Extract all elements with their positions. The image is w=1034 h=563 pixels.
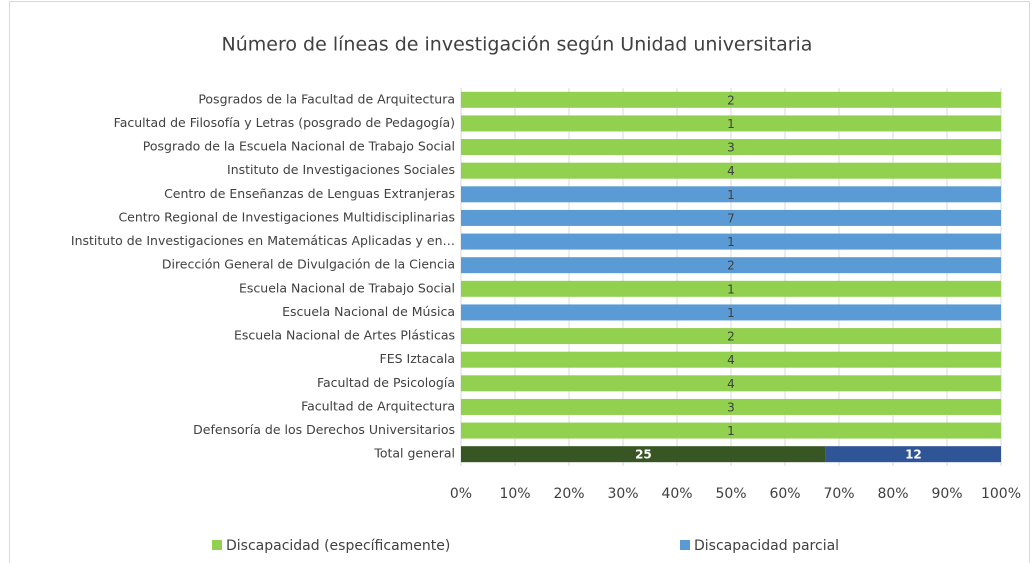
y-tick-label: Centro de Enseñanzas de Lenguas Extranje…	[164, 186, 455, 201]
x-tick-label: 70%	[823, 486, 854, 502]
data-label: 3	[727, 141, 735, 155]
data-label: 1	[727, 282, 735, 296]
bar	[461, 280, 1001, 297]
bar	[461, 162, 1001, 179]
legend-label: Discapacidad parcial	[694, 538, 839, 554]
data-label: 3	[727, 400, 735, 414]
y-tick-label: Posgrado de la Escuela Nacional de Traba…	[143, 139, 455, 154]
legend-swatch	[680, 540, 690, 550]
bar	[461, 233, 1001, 250]
y-tick-label: FES Iztacala	[380, 351, 455, 366]
data-label: 1	[727, 306, 735, 320]
x-tick-label: 100%	[981, 486, 1021, 502]
x-tick-label: 20%	[553, 486, 584, 502]
y-tick-label: Posgrados de la Facultad de Arquitectura	[198, 91, 455, 106]
x-tick-label: 30%	[607, 486, 638, 502]
bar	[461, 209, 1001, 226]
x-tick-label: 80%	[877, 486, 908, 502]
bar	[461, 186, 1001, 203]
data-label: 2	[727, 259, 735, 273]
y-tick-label: Centro Regional de Investigaciones Multi…	[118, 209, 455, 224]
bar	[825, 446, 1001, 463]
data-label: 12	[905, 448, 922, 462]
y-tick-label: Instituto de Investigaciones en Matemáti…	[71, 233, 455, 248]
y-tick-label: Defensoría de los Derechos Universitario…	[193, 422, 455, 437]
data-label: 1	[727, 424, 735, 438]
x-tick-label: 10%	[499, 486, 530, 502]
data-label: 2	[727, 330, 735, 344]
bar	[461, 304, 1001, 321]
data-label: 1	[727, 117, 735, 131]
data-label: 7	[727, 211, 735, 225]
data-label: 4	[727, 353, 735, 367]
bar	[461, 139, 1001, 156]
y-tick-label: Escuela Nacional de Artes Plásticas	[234, 328, 455, 343]
bar	[461, 446, 826, 463]
bar	[461, 257, 1001, 274]
legend-label: Discapacidad (específicamente)	[226, 538, 450, 554]
y-tick-label: Dirección General de Divulgación de la C…	[162, 257, 455, 272]
legend-swatch	[212, 540, 222, 550]
bar	[461, 91, 1001, 108]
chart-border	[9, 1, 1030, 563]
x-tick-label: 40%	[661, 486, 692, 502]
chart-title: Número de líneas de investigación según …	[222, 34, 813, 56]
y-tick-label: Escuela Nacional de Música	[282, 304, 455, 319]
data-label: 1	[727, 188, 735, 202]
bar	[461, 115, 1001, 132]
x-tick-label: 50%	[715, 486, 746, 502]
data-label: 4	[727, 377, 735, 391]
y-tick-label: Facultad de Arquitectura	[301, 398, 455, 413]
x-tick-label: 90%	[931, 486, 962, 502]
data-label: 4	[727, 164, 735, 178]
y-tick-label: Facultad de Filosofía y Letras (posgrado…	[114, 115, 455, 130]
bar	[461, 422, 1001, 439]
x-tick-label: 0%	[450, 486, 472, 502]
bar	[461, 375, 1001, 392]
x-tick-label: 60%	[769, 486, 800, 502]
data-label: 25	[635, 448, 652, 462]
bar	[461, 328, 1001, 345]
y-tick-label: Total general	[373, 446, 455, 461]
y-tick-label: Escuela Nacional de Trabajo Social	[239, 280, 455, 295]
y-tick-label: Facultad de Psicología	[317, 375, 455, 390]
y-tick-label: Instituto de Investigaciones Sociales	[227, 162, 455, 177]
bar	[461, 398, 1001, 415]
data-label: 1	[727, 235, 735, 249]
data-label: 2	[727, 93, 735, 107]
bar	[461, 351, 1001, 368]
